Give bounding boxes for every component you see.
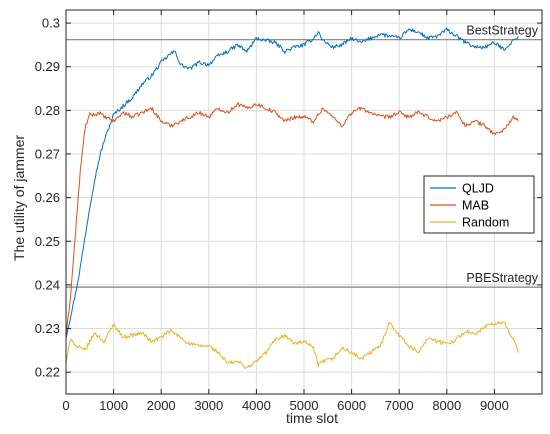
x-axis-title: time slot (286, 410, 338, 426)
x-tick-label: 5000 (290, 398, 319, 413)
x-tick-label: 6000 (337, 398, 366, 413)
y-tick-label: 0.27 (35, 147, 60, 162)
reference-labels: BestStrategy PBEStrategy (466, 24, 538, 285)
x-tick-label: 3000 (194, 398, 223, 413)
legend-label-mab: MAB (462, 199, 489, 213)
x-tick-label: 0 (62, 398, 69, 413)
x-tick-label: 9000 (480, 398, 509, 413)
legend-label-qljd: QLJD (462, 182, 494, 196)
x-tick-label: 4000 (242, 398, 271, 413)
y-tick-label: 0.25 (35, 234, 60, 249)
ticks: 0 1000 2000 3000 4000 5000 6000 7000 8000 9000 0.2… (35, 10, 542, 413)
legend: QLJD MAB Random (423, 175, 535, 234)
series-line-mab (65, 102, 519, 339)
y-tick-label: 0.3 (42, 16, 60, 31)
reference-label-1: PBEStrategy (466, 271, 538, 285)
series-line-random (65, 321, 519, 369)
y-tick-label: 0.22 (35, 365, 60, 380)
y-tick-label: 0.23 (35, 321, 60, 336)
y-tick-label: 0.24 (35, 277, 60, 292)
reference-label-0: BestStrategy (466, 24, 538, 38)
series-line-qljd (65, 27, 519, 339)
x-tick-label: 7000 (385, 398, 414, 413)
x-tick-label: 1000 (99, 398, 128, 413)
y-tick-label: 0.26 (35, 190, 60, 205)
x-tick-label: 2000 (147, 398, 176, 413)
legend-label-random: Random (462, 216, 509, 230)
y-tick-label: 0.29 (35, 59, 60, 74)
x-tick-label: 8000 (432, 398, 461, 413)
y-axis-title: The utility of jammer (11, 135, 27, 261)
y-tick-label: 0.28 (35, 103, 60, 118)
series-layer (65, 27, 519, 369)
